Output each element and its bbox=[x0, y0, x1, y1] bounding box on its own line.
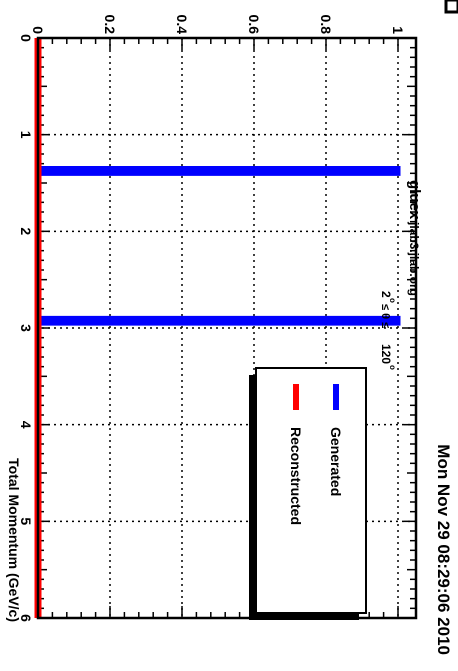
y-tick-label-1: 0.2 bbox=[102, 15, 118, 35]
y-tick-label-3: 0.6 bbox=[246, 15, 262, 35]
x-tick-label-5: 5 bbox=[18, 517, 34, 525]
legend: Generated Reconstructed bbox=[249, 367, 367, 620]
svg-text:≤ θ ≤: ≤ θ ≤ bbox=[379, 304, 391, 328]
x-tick-label-0: 0 bbox=[18, 34, 34, 42]
corner-mark bbox=[444, 0, 458, 14]
y-tick-label-5: 1 bbox=[390, 26, 406, 34]
x-tick-label-3: 3 bbox=[18, 324, 34, 332]
svg-text:120: 120 bbox=[379, 344, 393, 364]
x-tick-label-4: 4 bbox=[18, 421, 34, 429]
series-0-bin-1 bbox=[38, 315, 401, 326]
legend-label-generated: Generated bbox=[328, 427, 344, 496]
x-tick-label-6: 6 bbox=[18, 614, 34, 622]
experiment-label: gluex bbox=[406, 180, 423, 220]
x-tick-label-2: 2 bbox=[18, 227, 34, 235]
x-axis-title: Total Momentum (GeV/c) bbox=[6, 458, 22, 622]
x-tick-label-1: 1 bbox=[18, 131, 34, 139]
y-tick-label-2: 0.4 bbox=[174, 15, 190, 35]
plot-layer: 0 1 2 3 4 5 6 0 0.2 0.4 0.6 0.8 1 bbox=[18, 15, 418, 622]
y-tick-label-0: 0 bbox=[30, 26, 46, 34]
svg-text:o: o bbox=[388, 298, 397, 303]
plot-frame bbox=[36, 36, 418, 620]
svg-text:2: 2 bbox=[379, 291, 393, 298]
legend-label-reconstructed: Reconstructed bbox=[288, 427, 304, 525]
subtitle: 2 o ≤ θ ≤ 120 o bbox=[379, 291, 397, 370]
timestamp-text: Mon Nov 29 08:29:06 2010 bbox=[434, 444, 453, 655]
svg-text:o: o bbox=[388, 365, 397, 370]
host-label: jlab3.jlab.org bbox=[407, 221, 421, 296]
series-0-bin-0 bbox=[38, 166, 401, 176]
y-tick-label-4: 0.8 bbox=[318, 15, 334, 35]
